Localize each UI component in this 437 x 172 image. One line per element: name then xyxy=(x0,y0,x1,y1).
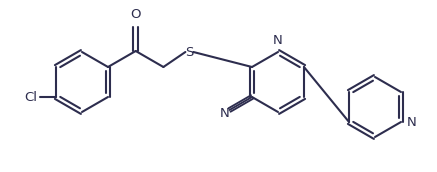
Text: N: N xyxy=(219,106,229,120)
Text: N: N xyxy=(273,34,283,47)
Text: O: O xyxy=(130,8,141,21)
Text: N: N xyxy=(407,116,417,128)
Text: Cl: Cl xyxy=(24,90,37,104)
Text: S: S xyxy=(185,46,194,58)
